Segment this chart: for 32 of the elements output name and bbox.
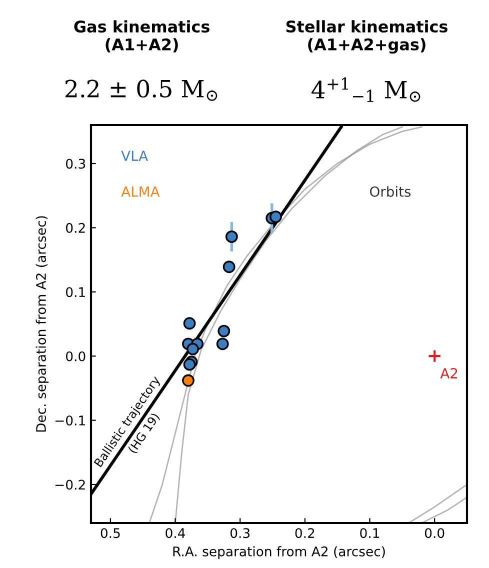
text: 4$^{+1}$$_{−1}$ M$_{⊙}$: [312, 77, 420, 102]
point: [222, 260, 236, 274]
point: [183, 317, 196, 330]
y-tick-label: 0.0: [66, 351, 86, 362]
point: [183, 358, 196, 371]
x-tick-label: 0.2: [295, 528, 314, 538]
y-tick-label: −0.2: [55, 480, 85, 490]
x-tick-label: 0.3: [230, 528, 250, 538]
x-tick-label: 0.1: [360, 528, 380, 538]
point: [182, 374, 194, 387]
y-tick-label: 0.1: [66, 287, 85, 298]
x-axis-title: R.A. separation from A2 (arcsec): [173, 546, 385, 559]
x-tick-label: 0.4: [166, 528, 186, 538]
point: [428, 349, 442, 363]
point: [216, 338, 229, 350]
text: VLA: [121, 150, 148, 161]
x-tick-label: 0.5: [100, 528, 120, 538]
text: Orbits: [370, 186, 411, 197]
point: [225, 230, 238, 243]
point: [186, 342, 199, 356]
y-tick-label: 0.2: [66, 222, 85, 233]
text: 2.2 ± 0.5 M$_{⊙}$: [65, 80, 218, 101]
y-tick-label: 0.3: [66, 158, 86, 169]
y-tick-label: −0.1: [55, 416, 85, 426]
text: Stellar kinematics (A1+A2+gas): [286, 20, 448, 54]
series-label: A2: [440, 368, 458, 378]
text: Gas kinematics (A1+A2): [74, 20, 210, 52]
point: [218, 324, 230, 338]
point: [270, 210, 282, 224]
text: ALMA: [121, 186, 160, 197]
y-axis-title: Dec. separation from A2 (arcsec): [36, 216, 49, 432]
x-tick-label: 0.0: [424, 528, 444, 538]
